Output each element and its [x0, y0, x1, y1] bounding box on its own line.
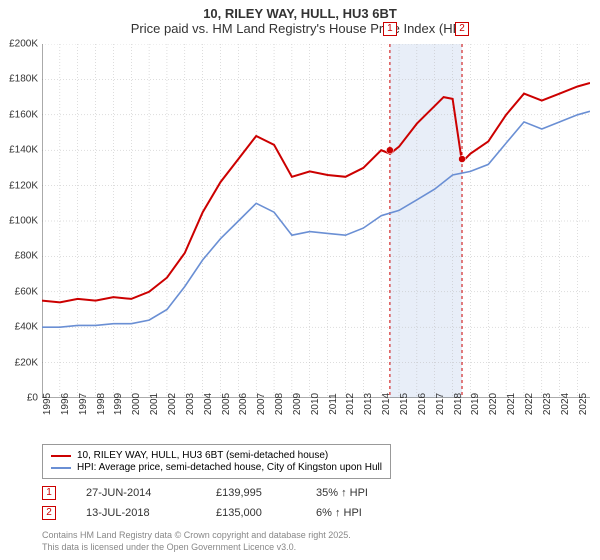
- x-tick-label: 2013: [363, 393, 374, 415]
- x-tick-label: 1998: [96, 393, 107, 415]
- sale-price: £139,995: [216, 487, 286, 499]
- x-tick-label: 1997: [78, 393, 89, 415]
- legend-row: 10, RILEY WAY, HULL, HU3 6BT (semi-detac…: [51, 450, 382, 461]
- y-tick-label: £120K: [9, 180, 38, 191]
- x-tick-label: 2022: [524, 393, 535, 415]
- x-tick-label: 2009: [292, 393, 303, 415]
- x-tick-label: 2023: [542, 393, 553, 415]
- x-tick-label: 2025: [578, 393, 589, 415]
- legend-row: HPI: Average price, semi-detached house,…: [51, 462, 382, 473]
- x-tick-label: 2003: [185, 393, 196, 415]
- x-tick-label: 2018: [453, 393, 464, 415]
- x-tick-label: 1996: [60, 393, 71, 415]
- y-tick-label: £160K: [9, 109, 38, 120]
- y-tick-label: £100K: [9, 216, 38, 227]
- sale-row-marker: 1: [42, 486, 56, 500]
- chart-title-block: 10, RILEY WAY, HULL, HU3 6BT Price paid …: [0, 0, 600, 36]
- sale-hpi: 6% ↑ HPI: [316, 507, 406, 519]
- x-tick-label: 2014: [381, 393, 392, 415]
- y-tick-label: £0: [27, 393, 38, 404]
- y-tick-label: £20K: [15, 357, 38, 368]
- x-tick-label: 2010: [310, 393, 321, 415]
- sale-row: 2 13-JUL-2018 £135,000 6% ↑ HPI: [42, 506, 406, 520]
- x-axis-labels: 1995199619971998199920002001200220032004…: [42, 400, 590, 444]
- x-tick-label: 2006: [238, 393, 249, 415]
- x-tick-label: 2015: [399, 393, 410, 415]
- x-tick-label: 2017: [435, 393, 446, 415]
- sale-row-marker: 2: [42, 506, 56, 520]
- x-tick-label: 2016: [417, 393, 428, 415]
- x-tick-label: 2005: [221, 393, 232, 415]
- x-tick-label: 2021: [506, 393, 517, 415]
- footer-line-1: Contains HM Land Registry data © Crown c…: [42, 530, 351, 542]
- x-tick-label: 2002: [167, 393, 178, 415]
- x-tick-label: 2012: [345, 393, 356, 415]
- x-tick-label: 2004: [203, 393, 214, 415]
- sale-records: 1 27-JUN-2014 £139,995 35% ↑ HPI 2 13-JUL-201…: [42, 486, 406, 526]
- x-tick-label: 2019: [470, 393, 481, 415]
- x-tick-label: 2007: [256, 393, 267, 415]
- y-tick-label: £200K: [9, 39, 38, 50]
- y-tick-label: £80K: [15, 251, 38, 262]
- footer-line-2: This data is licensed under the Open Gov…: [42, 542, 351, 554]
- x-tick-label: 2001: [149, 393, 160, 415]
- footer-attribution: Contains HM Land Registry data © Crown c…: [42, 530, 351, 553]
- x-tick-label: 1995: [42, 393, 53, 415]
- x-tick-label: 2020: [488, 393, 499, 415]
- chart-title-sub: Price paid vs. HM Land Registry's House …: [0, 21, 600, 36]
- sale-marker-1: 1: [383, 22, 397, 36]
- chart-svg: [42, 44, 590, 398]
- legend-swatch: [51, 455, 71, 457]
- sale-date: 27-JUN-2014: [86, 487, 186, 499]
- y-axis-labels: £0£20K£40K£60K£80K£100K£120K£140K£160K£1…: [0, 44, 40, 398]
- sale-price: £135,000: [216, 507, 286, 519]
- legend: 10, RILEY WAY, HULL, HU3 6BT (semi-detac…: [42, 444, 391, 479]
- legend-swatch: [51, 467, 71, 469]
- sale-date: 13-JUL-2018: [86, 507, 186, 519]
- sale-marker-2: 2: [455, 22, 469, 36]
- x-tick-label: 1999: [113, 393, 124, 415]
- sale-row: 1 27-JUN-2014 £139,995 35% ↑ HPI: [42, 486, 406, 500]
- y-tick-label: £140K: [9, 145, 38, 156]
- x-tick-label: 2011: [328, 393, 339, 415]
- x-tick-label: 2024: [560, 393, 571, 415]
- y-tick-label: £60K: [15, 286, 38, 297]
- legend-label: HPI: Average price, semi-detached house,…: [77, 462, 382, 473]
- sale-hpi: 35% ↑ HPI: [316, 487, 406, 499]
- chart-plot-area: 12: [42, 44, 590, 398]
- y-tick-label: £180K: [9, 74, 38, 85]
- legend-label: 10, RILEY WAY, HULL, HU3 6BT (semi-detac…: [77, 450, 328, 461]
- y-tick-label: £40K: [15, 322, 38, 333]
- x-tick-label: 2008: [274, 393, 285, 415]
- chart-title-main: 10, RILEY WAY, HULL, HU3 6BT: [0, 6, 600, 21]
- x-tick-label: 2000: [131, 393, 142, 415]
